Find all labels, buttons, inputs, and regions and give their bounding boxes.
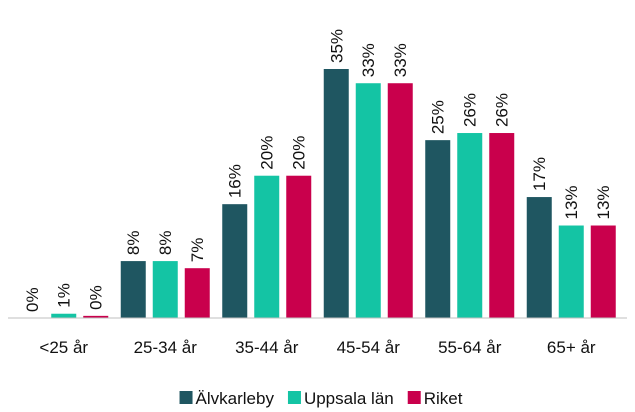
data-label: 20% bbox=[290, 136, 309, 170]
data-label: 25% bbox=[429, 100, 448, 134]
bar bbox=[355, 83, 381, 318]
data-label: 20% bbox=[258, 136, 277, 170]
bar bbox=[120, 261, 146, 318]
bar bbox=[286, 175, 312, 318]
legend-swatch bbox=[179, 391, 193, 404]
legend-label: Uppsala län bbox=[304, 389, 394, 408]
bar bbox=[457, 133, 483, 318]
x-tick-label: <25 år bbox=[39, 338, 88, 357]
data-label: 35% bbox=[327, 29, 346, 63]
data-label: 33% bbox=[391, 43, 410, 77]
bar bbox=[184, 268, 210, 318]
bar bbox=[425, 140, 451, 318]
data-label: 7% bbox=[188, 238, 207, 263]
x-tick-label: 45-54 år bbox=[337, 338, 401, 357]
bar bbox=[254, 175, 280, 318]
bar bbox=[323, 69, 349, 318]
bar bbox=[489, 133, 515, 318]
data-label: 17% bbox=[530, 157, 549, 191]
data-label: 13% bbox=[594, 185, 613, 219]
x-tick-label: 55-64 år bbox=[438, 338, 502, 357]
bar bbox=[526, 197, 552, 318]
data-label: 16% bbox=[226, 164, 245, 198]
data-label: 8% bbox=[124, 231, 143, 256]
data-label: 0% bbox=[87, 285, 106, 310]
x-tick-label: 35-44 år bbox=[235, 338, 299, 357]
bar bbox=[83, 315, 109, 318]
legend-label: Riket bbox=[424, 389, 463, 408]
legend-swatch bbox=[287, 391, 301, 404]
data-label: 13% bbox=[562, 185, 581, 219]
data-label: 0% bbox=[23, 287, 42, 312]
data-label: 26% bbox=[493, 93, 512, 127]
bar bbox=[590, 225, 616, 318]
data-label: 26% bbox=[461, 93, 480, 127]
x-tick-label: 65+ år bbox=[547, 338, 596, 357]
legend-swatch bbox=[407, 391, 421, 404]
bar bbox=[222, 204, 248, 318]
data-label: 8% bbox=[156, 231, 175, 256]
legend: Älvkarleby Uppsala län Riket bbox=[179, 389, 463, 408]
data-label: 33% bbox=[359, 43, 378, 77]
bar bbox=[558, 225, 584, 318]
bar bbox=[51, 313, 77, 318]
legend-label: Älvkarleby bbox=[196, 389, 275, 408]
x-tick-label: 25-34 år bbox=[134, 338, 198, 357]
data-label: 1% bbox=[55, 283, 74, 308]
bar bbox=[387, 83, 413, 318]
bar bbox=[152, 261, 178, 318]
